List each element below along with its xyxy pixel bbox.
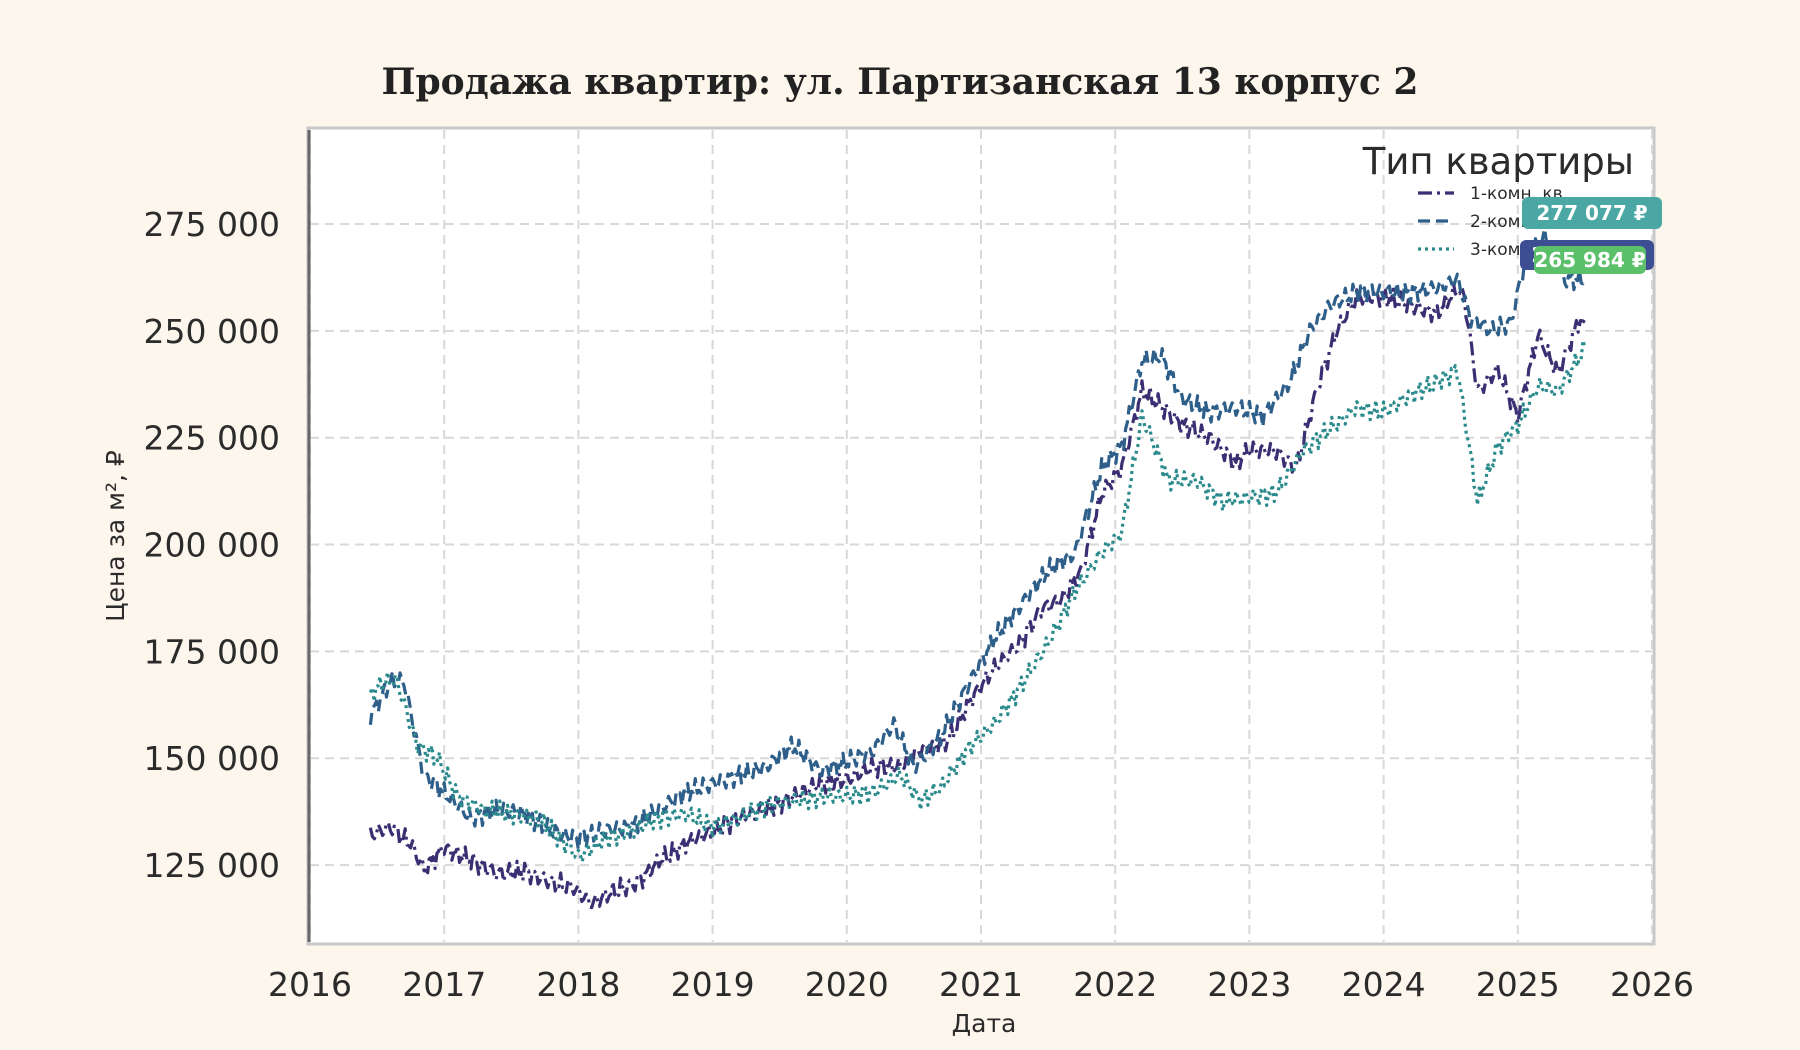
y-tick-label: 225 000 <box>144 419 280 458</box>
x-tick-label: 2020 <box>805 965 889 1004</box>
y-axis-label: Цена за м², ₽ <box>101 450 130 622</box>
series-line-3 <box>368 338 1587 864</box>
y-tick-label: 200 000 <box>144 526 280 565</box>
x-tick-label: 2017 <box>402 965 486 1004</box>
value-badges: 277 077 ₽265 363 ₽265 984 ₽ <box>1520 197 1662 274</box>
x-tick-labels: 2016 2017 2018 2019 2020 2021 2022 2023 2024 2025… <box>268 965 1694 1004</box>
x-tick-label: 2021 <box>939 965 1023 1004</box>
x-tick-label: 2026 <box>1610 965 1694 1004</box>
x-tick-label: 2018 <box>536 965 620 1004</box>
value-badge <box>1534 246 1646 274</box>
value-badge-label: 265 984 ₽ <box>1534 248 1645 272</box>
x-tick-label: 2019 <box>671 965 755 1004</box>
x-tick-label: 2023 <box>1207 965 1291 1004</box>
legend-title: Тип квартиры <box>1362 140 1634 183</box>
chart-title: Продажа квартир: ул. Партизанская 13 кор… <box>382 61 1419 103</box>
y-tick-label: 175 000 <box>144 632 280 671</box>
y-tick-label: 150 000 <box>144 739 280 778</box>
x-tick-label: 2016 <box>268 965 352 1004</box>
value-badge-label: 277 077 ₽ <box>1536 201 1647 225</box>
y-tick-label: 275 000 <box>144 205 280 244</box>
series-line-1 <box>368 281 1586 910</box>
x-tick-label: 2024 <box>1342 965 1426 1004</box>
y-tick-labels: 125 000 150 000 175 000 200 000 225 000 250 0… <box>144 205 280 885</box>
series-line-2 <box>368 227 1587 852</box>
x-tick-label: 2022 <box>1073 965 1157 1004</box>
y-tick-label: 125 000 <box>144 846 280 885</box>
x-tick-label: 2025 <box>1476 965 1560 1004</box>
series-layer <box>368 227 1587 910</box>
y-tick-label: 250 000 <box>144 312 280 351</box>
x-axis-label: Дата <box>952 1009 1017 1038</box>
value-badge <box>1522 197 1662 229</box>
